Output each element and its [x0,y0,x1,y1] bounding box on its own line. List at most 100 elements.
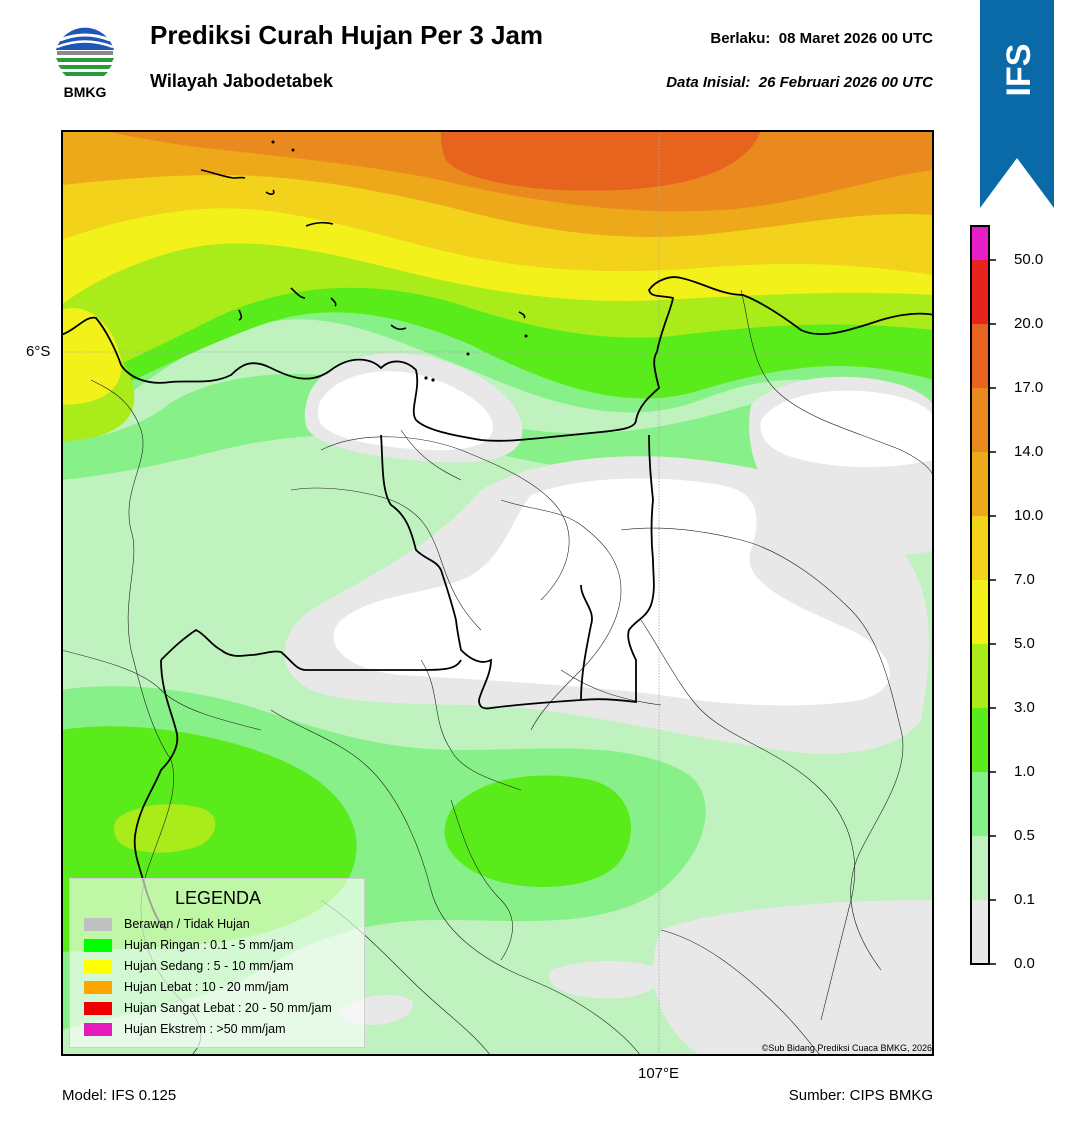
colorbar-segment [971,324,989,388]
colorbar-segment [971,708,989,772]
district-boundary [320,436,570,601]
colorbar-label: 3.0 [1014,699,1035,716]
legend-item: Hujan Sangat Lebat : 20 - 50 mm/jam [84,1000,332,1016]
island-dot [466,352,470,356]
legend-item: Hujan Ringan : 0.1 - 5 mm/jam [84,937,294,953]
district-boundary [660,929,822,1056]
island [330,297,337,307]
colorbar-border [970,225,990,965]
copyright-text: ©Sub Bidang Prediksi Cuaca BMKG, 2026 [761,1043,932,1053]
colorbar-label: 17.0 [1014,379,1044,396]
district-boundary [450,799,513,961]
legend-swatch [84,959,112,973]
colorbar-segment [971,644,989,708]
legend-title: LEGENDA [174,888,262,908]
data-source: Sumber: CIPS BMKG [788,1087,933,1104]
colorbar-label: 0.0 [1014,955,1035,972]
no-rain-white-center [333,478,890,706]
legend-box: LEGENDA Berawan / Tidak Hujan Hujan Ring… [69,878,365,1048]
island [390,324,407,331]
island [238,309,243,321]
district-boundary [500,499,622,731]
legend-label: Berawan / Tidak Hujan [124,917,250,931]
province-boundary [580,584,593,701]
legend-label: Hujan Lebat : 10 - 20 mm/jam [124,980,289,994]
colorbar-segment [971,452,989,516]
valid-value: 08 Maret 2026 00 UTC [778,30,933,47]
no-rain-white-top [317,371,493,451]
legend-item: Berawan / Tidak Hujan [84,916,250,932]
no-rain-grey-bottom-mid [549,961,665,999]
ribbon-label: IFS [1000,44,1038,97]
initial-time: Data Inisial: 26 Februari 2026 00 UTC [560,74,933,91]
district-boundary [560,669,662,706]
colorbar-segment [971,772,989,836]
rain-band-20-50 [441,130,761,191]
legend-swatch [84,917,112,931]
island [518,311,526,319]
legend-swatch [84,1022,112,1036]
no-rain-white-right [760,390,934,468]
model-name: Model: IFS 0.125 [62,1087,177,1104]
ribbon-text: IFS [1000,44,1038,97]
initial-value: 26 Februari 2026 00 UTC [758,74,933,91]
rain-pocket-left-edge [61,360,135,442]
district-boundary [640,619,856,1021]
island [265,189,275,195]
model-ribbon [980,0,1054,208]
map-border [61,130,934,1056]
lat-tick-label: 6°S [26,343,51,360]
legend-label: Hujan Ekstrem : >50 mm/jam [124,1022,286,1036]
colorbar-label: 1.0 [1014,763,1035,780]
island-dot [431,378,435,382]
bmkg-logo-icon [55,23,115,83]
colorbar-segment [971,388,989,452]
colorbar-segment [971,516,989,580]
province-boundary [380,434,655,710]
colorbar-segment [971,580,989,644]
legend-label: Hujan Sedang : 5 - 10 mm/jam [124,959,294,973]
island [290,287,306,299]
colorbar [970,225,996,965]
district-boundary [61,649,262,731]
colorbar-label: 14.0 [1014,443,1044,460]
district-boundary [420,659,522,791]
island-dot [524,334,528,338]
coastline [61,276,934,442]
legend-item: Hujan Sedang : 5 - 10 mm/jam [84,958,294,974]
colorbar-segment [971,260,989,324]
island [200,169,246,179]
island-dot [424,376,428,380]
no-rain-grey-bottom-right [653,900,934,1056]
valid-label: Berlaku: [710,30,771,47]
legend-item: Hujan Lebat : 10 - 20 mm/jam [84,979,289,995]
rainfall-map [61,130,934,1056]
rain-band-lower-1-3-center [444,775,631,887]
district-boundary [400,429,462,481]
colorbar-label: 50.0 [1014,251,1044,268]
colorbar-label: 7.0 [1014,571,1035,588]
island-dot [291,148,295,152]
colorbar-label: 10.0 [1014,507,1044,524]
legend-label: Hujan Sangat Lebat : 20 - 50 mm/jam [124,1001,332,1015]
colorbar-label: 0.1 [1014,891,1035,908]
colorbar-label: 5.0 [1014,635,1035,652]
district-boundary [740,289,934,481]
district-boundary [270,709,642,1056]
colorbar-segment [971,836,989,900]
valid-time: Berlaku: 08 Maret 2026 00 UTC [560,30,933,47]
colorbar-label: 20.0 [1014,315,1044,332]
initial-label: Data Inisial: [666,74,751,91]
legend-label: Hujan Ringan : 0.1 - 5 mm/jam [124,938,294,952]
page-title: Prediksi Curah Hujan Per 3 Jam [150,20,544,50]
colorbar-segment [971,900,989,964]
legend-item: Hujan Ekstrem : >50 mm/jam [84,1021,286,1037]
legend-swatch [84,938,112,952]
province-boundary [160,628,462,671]
lon-tick-label: 107°E [638,1065,680,1082]
colorbar-segment [971,226,989,260]
colorbar-label: 0.5 [1014,827,1035,844]
legend-swatch [84,1001,112,1015]
bmkg-logo-text: BMKG [63,84,107,100]
island-dot [271,140,275,144]
